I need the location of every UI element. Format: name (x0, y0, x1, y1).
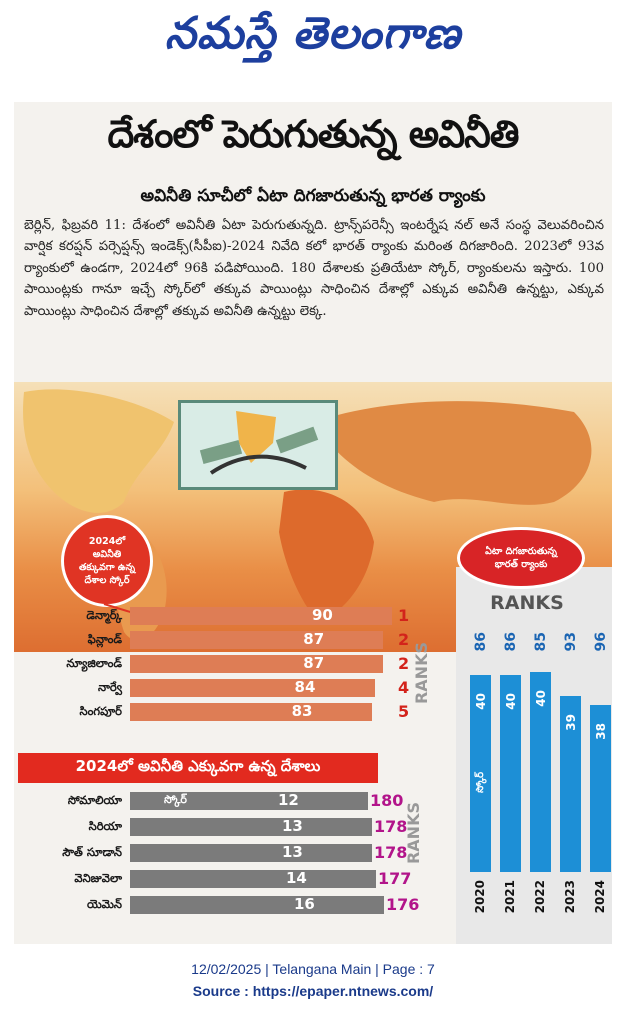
handshake-money-icon (199, 411, 319, 475)
score-bar (130, 870, 376, 888)
rank-value: 178 (374, 843, 408, 862)
score-bar (130, 896, 384, 914)
rank-value: 4 (398, 678, 410, 697)
rank-value: 1 (398, 606, 410, 625)
news-clipping: దేశంలో పెరుగుతున్న అవినీతి అవినీతి సూచీల… (14, 102, 612, 944)
india-score-column (470, 675, 491, 872)
headline: దేశంలో పెరుగుతున్న అవినీతి (107, 112, 519, 156)
callout-line: 2024లో (88, 536, 126, 547)
country-label: డెన్మార్క్ (86, 608, 122, 622)
footer-source: Source : https://epaper.ntnews.com/ (192, 983, 434, 999)
score-bar (130, 844, 372, 862)
country-label: సోమాలియా (67, 793, 122, 807)
india-rank: 93 (563, 632, 579, 652)
score-value: 87 (303, 654, 325, 672)
score-bar (130, 818, 372, 836)
subheadline: అవినీతి సూచీలో ఏటా దిగజారుతున్న భారత ర్య… (140, 186, 486, 206)
score-value: 13 (282, 843, 303, 861)
footer-meta: 12/02/2025 | Telangana Main | Page : 7 (191, 961, 435, 977)
callout-line: దేశాల స్కోర్ (84, 575, 130, 586)
callout-line: భారత్ ర్యాంకు (494, 559, 548, 570)
rank-value: 2 (398, 654, 410, 673)
rank-value: 178 (374, 817, 408, 836)
india-score: 40 (474, 693, 488, 710)
india-score-column (500, 675, 521, 872)
india-year: 2021 (503, 880, 517, 914)
rank-value: 177 (378, 869, 412, 888)
score-bar (130, 607, 392, 625)
country-label: నార్వే (97, 680, 122, 694)
india-year: 2022 (533, 880, 547, 914)
india-year: 2020 (473, 880, 487, 914)
score-value: 83 (291, 702, 313, 720)
callout-line: ఏటా దిగజారుతున్న (485, 546, 557, 557)
india-score: 40 (534, 690, 548, 707)
rank-value: 5 (398, 702, 410, 721)
score-value: 12 (278, 791, 299, 809)
india-year: 2024 (593, 880, 607, 914)
india-rank: 86 (473, 632, 489, 652)
score-value: 87 (303, 630, 325, 648)
country-label: యెమెన్ (86, 897, 122, 911)
callout-line: తక్కువగా ఉన్న (79, 562, 135, 573)
score-bar (130, 655, 384, 673)
india-score: 40 (504, 693, 518, 710)
score-bar (130, 792, 368, 810)
most-corrupt-banner: 2024లో అవినీతి ఎక్కువగా ఉన్న దేశాలు (18, 753, 378, 783)
country-label: వెనిజువెలా (74, 871, 122, 885)
score-value: 13 (282, 817, 303, 835)
ranks-side-label: RANKS (404, 802, 423, 865)
rank-value: 2 (398, 630, 410, 649)
masthead-title: నమస్తే తెలంగాణ (164, 8, 462, 59)
score-label: స్కోర్ (164, 793, 187, 806)
india-rank: 86 (503, 632, 519, 652)
score-value: 84 (294, 678, 316, 696)
score-bar (130, 679, 375, 697)
india-rank: 96 (593, 632, 609, 652)
corruption-illustration (178, 400, 338, 490)
score-value: 16 (294, 895, 315, 913)
least-corrupt-callout: 2024లో అవినీతి తక్కువగా ఉన్న దేశాల స్కోర… (61, 515, 153, 607)
country-label: ఫిన్లాండ్ (87, 632, 122, 646)
india-rank: 85 (533, 632, 549, 652)
india-year: 2023 (563, 880, 577, 914)
country-label: సింగపూర్ (79, 704, 122, 718)
score-value: 90 (312, 606, 333, 624)
india-rank-callout: ఏటా దిగజారుతున్న భారత్ ర్యాంకు (457, 527, 585, 589)
score-bar (130, 703, 372, 721)
callout-line: అవినీతి (92, 549, 122, 560)
country-label: సౌత్ సూడాన్ (62, 845, 122, 859)
score-value: 14 (286, 869, 307, 887)
rank-value: 176 (386, 895, 420, 914)
india-score: 38 (594, 723, 608, 740)
country-label: సిరియా (88, 819, 122, 833)
rank-value: 180 (370, 791, 404, 810)
india-score-column (530, 672, 551, 872)
country-label: న్యూజిలాండ్ (66, 656, 122, 670)
article-body: బెర్లిన్, ఫిబ్రవరి 11: దేశంలో అవినీతి ఏట… (24, 218, 604, 319)
ranks-title: RANKS (490, 592, 564, 614)
ranks-side-label: RANKS (412, 642, 431, 705)
india-score-column (560, 696, 581, 872)
india-score: 39 (564, 714, 578, 731)
masthead: నమస్తే తెలంగాణ (0, 0, 626, 78)
india-score-label: స్కోర్ (475, 772, 486, 793)
india-score-column (590, 705, 611, 872)
score-bar (130, 631, 384, 649)
